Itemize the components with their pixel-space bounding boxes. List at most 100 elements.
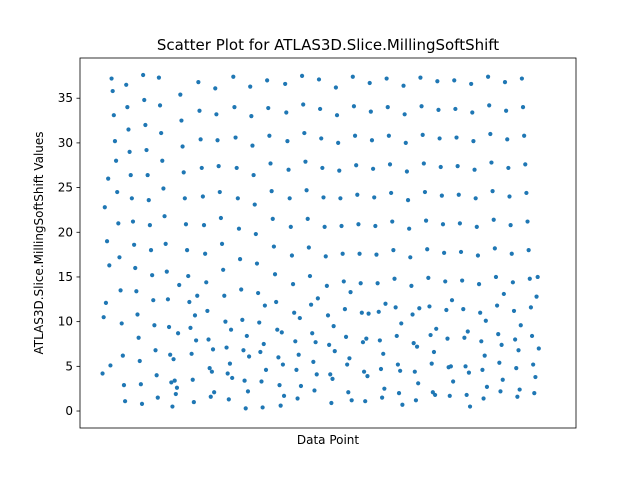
data-point — [501, 291, 506, 297]
data-point — [346, 390, 351, 395]
data-point — [168, 352, 173, 357]
y-tick-label: 10 — [58, 315, 73, 329]
data-point — [304, 188, 309, 193]
data-point — [228, 327, 234, 332]
data-point — [511, 308, 517, 314]
data-point — [165, 297, 171, 302]
data-point — [162, 214, 167, 219]
data-point — [130, 219, 136, 224]
data-point — [221, 267, 226, 272]
data-point — [161, 186, 166, 191]
data-point — [279, 330, 284, 335]
data-point — [364, 336, 369, 341]
data-point — [224, 345, 229, 350]
data-point — [473, 196, 478, 201]
data-point — [432, 392, 438, 398]
data-point — [413, 398, 419, 403]
data-point — [315, 296, 320, 301]
data-point — [159, 130, 164, 136]
data-point — [104, 239, 110, 244]
data-point — [283, 81, 288, 87]
data-point — [222, 293, 227, 298]
data-point — [248, 84, 253, 89]
data-point — [146, 198, 151, 203]
data-point — [410, 312, 415, 317]
data-point — [514, 366, 519, 371]
data-point — [341, 279, 346, 284]
data-point — [496, 332, 501, 337]
data-point — [239, 287, 244, 292]
data-point — [355, 192, 360, 197]
data-point — [298, 383, 304, 389]
data-point — [217, 189, 222, 195]
data-point — [476, 282, 482, 287]
data-point — [535, 274, 540, 280]
data-point — [188, 325, 193, 330]
data-point — [296, 352, 301, 357]
data-point — [483, 318, 488, 323]
data-point — [127, 149, 132, 154]
data-point — [288, 224, 293, 230]
data-point — [252, 202, 257, 207]
data-point — [133, 265, 138, 271]
data-point — [277, 383, 282, 388]
y-axis-label: ATLAS3D.Slice.MillingSoftShift Values — [32, 131, 46, 354]
data-point — [494, 303, 500, 308]
data-point — [506, 165, 511, 171]
data-point — [297, 315, 302, 321]
data-point — [194, 338, 199, 343]
data-point — [156, 75, 162, 80]
data-point — [174, 385, 180, 390]
data-point — [120, 353, 125, 358]
data-point — [153, 348, 158, 353]
data-point — [213, 86, 218, 91]
data-point — [111, 113, 116, 118]
data-point — [187, 299, 192, 305]
data-point — [177, 282, 182, 288]
data-point — [425, 247, 430, 252]
data-point — [532, 391, 537, 396]
data-point — [106, 176, 111, 181]
data-point — [206, 337, 211, 342]
data-point — [100, 371, 105, 376]
data-point — [513, 337, 518, 342]
data-point — [534, 294, 539, 299]
data-point — [519, 76, 524, 81]
data-point — [245, 389, 251, 394]
data-point — [275, 327, 280, 332]
data-point — [384, 76, 389, 81]
data-point — [475, 253, 481, 258]
data-point — [112, 139, 118, 144]
data-point — [387, 162, 393, 167]
data-point — [334, 113, 340, 118]
data-point — [443, 279, 448, 284]
data-point — [376, 309, 381, 314]
y-tick-label: 30 — [58, 136, 73, 150]
data-point — [181, 170, 186, 175]
data-point — [522, 133, 527, 138]
data-point — [269, 189, 274, 194]
y-tick-label: 5 — [65, 359, 73, 373]
data-point — [122, 399, 128, 404]
data-point — [421, 161, 426, 166]
data-point — [343, 334, 349, 339]
data-point — [499, 342, 504, 347]
data-point — [332, 349, 337, 354]
data-point — [439, 193, 444, 198]
data-point — [469, 81, 474, 87]
data-point — [163, 241, 168, 246]
data-point — [236, 226, 242, 231]
data-point — [372, 195, 377, 200]
data-point — [198, 137, 203, 142]
data-point — [463, 364, 468, 369]
data-point — [184, 248, 190, 253]
data-point — [336, 140, 341, 145]
data-point — [536, 346, 541, 351]
data-point — [173, 391, 178, 397]
data-point — [307, 273, 313, 279]
data-point — [290, 282, 296, 287]
data-point — [462, 335, 467, 340]
data-point — [171, 357, 176, 362]
data-point — [226, 397, 231, 402]
data-point — [327, 342, 332, 347]
